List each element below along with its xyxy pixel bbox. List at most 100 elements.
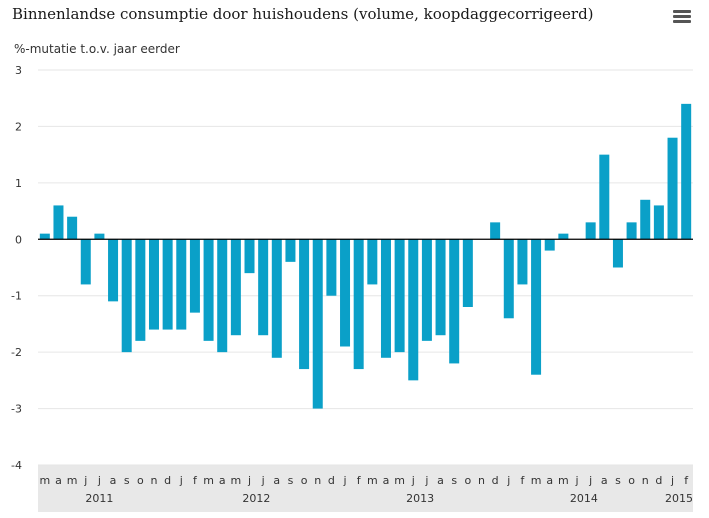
bar [367,239,378,285]
bar [312,239,323,409]
bar [39,233,50,240]
x-tick-label: d [164,474,171,487]
bar [612,239,623,268]
x-tick-label: m [531,474,542,487]
bar [340,239,351,347]
x-tick-label: f [193,474,198,487]
year-label: 2014 [570,492,598,505]
x-tick-label: j [411,474,415,487]
bar [380,239,391,358]
x-tick-label: m [39,474,50,487]
year-label: 2011 [85,492,113,505]
x-tick-label: j [247,474,251,487]
bar [435,239,446,336]
y-tick-label: -1 [11,290,22,303]
x-tick-label: d [328,474,335,487]
x-tick-label: o [628,474,635,487]
x-tick-label: a [601,474,608,487]
x-axis-band [38,465,693,512]
year-label: 2013 [406,492,434,505]
bar [258,239,269,336]
bar [299,239,310,370]
bar [217,239,228,353]
y-tick-label: 3 [15,64,22,77]
bar [558,233,569,240]
x-tick-label: m [67,474,78,487]
bar [353,239,364,370]
bar [449,239,460,364]
x-tick-label: m [203,474,214,487]
bar [94,233,105,240]
x-tick-label: n [150,474,157,487]
bar [230,239,241,336]
bar [53,205,64,240]
x-tick-label: o [301,474,308,487]
bar [490,222,501,240]
x-tick-label: j [261,474,265,487]
bar [244,239,255,274]
x-tick-label: o [137,474,144,487]
x-tick-label: j [574,474,578,487]
bar [585,222,596,240]
x-tick-label: j [424,474,428,487]
x-tick-label: j [670,474,674,487]
x-tick-label: n [314,474,321,487]
year-label: 2012 [242,492,270,505]
x-tick-label: s [615,474,621,487]
bar [148,239,159,330]
y-tick-label: -3 [11,403,22,416]
bar [640,199,651,240]
bar [462,239,473,307]
y-axis-label: %-mutatie t.o.v. jaar eerder [14,42,180,56]
bar [135,239,146,341]
year-label: 2015 [665,492,693,505]
bar [544,239,555,251]
bar [421,239,432,341]
bar [531,239,542,375]
x-tick-label: a [383,474,390,487]
x-tick-label: s [288,474,294,487]
x-tick-label: a [273,474,280,487]
bar [203,239,214,341]
x-tick-label: s [124,474,130,487]
bar [285,239,296,262]
x-tick-label: j [343,474,347,487]
bar [80,239,91,285]
x-tick-label: a [219,474,226,487]
x-tick-label: m [558,474,569,487]
bar [271,239,282,358]
x-tick-label: f [520,474,525,487]
x-tick-label: a [55,474,62,487]
bar [626,222,637,240]
bar [599,154,610,240]
y-tick-label: -4 [11,459,22,472]
bar [408,239,419,381]
x-tick-label: j [506,474,510,487]
bar [189,239,200,313]
bar [121,239,132,353]
bar [503,239,514,319]
x-tick-label: n [478,474,485,487]
bar [67,216,78,240]
bar [326,239,337,296]
x-tick-label: o [464,474,471,487]
hamburger-menu-icon[interactable] [673,10,691,24]
y-tick-label: 2 [15,120,22,133]
y-tick-label: 1 [15,177,22,190]
x-tick-label: f [684,474,689,487]
x-tick-label: f [357,474,362,487]
x-tick-label: m [231,474,242,487]
x-tick-label: j [97,474,101,487]
x-tick-label: a [110,474,117,487]
bar [653,205,664,240]
x-tick-label: d [655,474,662,487]
x-tick-label: j [179,474,183,487]
x-tick-label: n [642,474,649,487]
bar [394,239,405,353]
x-tick-label: j [83,474,87,487]
bar [108,239,119,302]
x-tick-label: j [588,474,592,487]
x-tick-label: s [451,474,457,487]
chart-title: Binnenlandse consumptie door huishoudens… [12,5,594,23]
